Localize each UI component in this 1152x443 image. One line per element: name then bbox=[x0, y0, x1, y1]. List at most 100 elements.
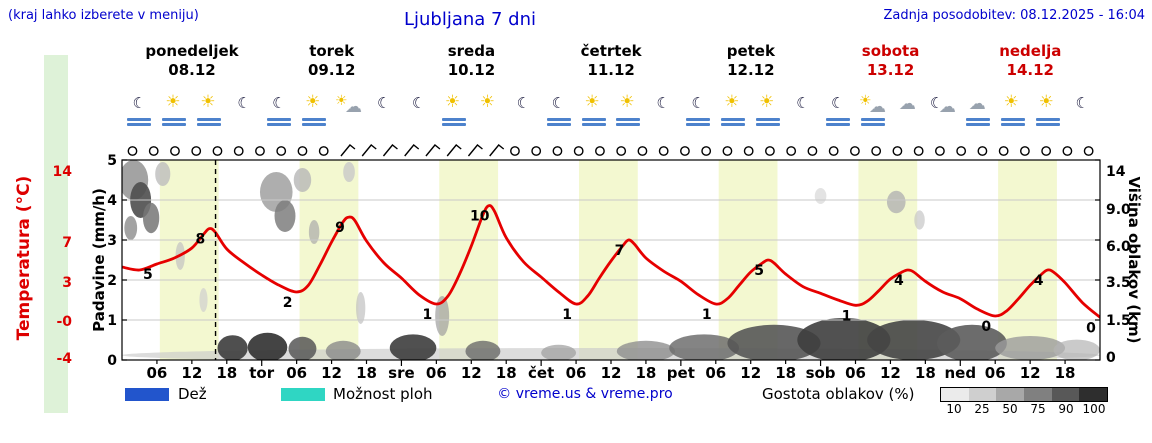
day-header-nedelja: nedelja 14.12 bbox=[960, 42, 1100, 80]
density-segment bbox=[1024, 388, 1052, 401]
cloud-height-tick-label: 9.0 bbox=[1106, 202, 1131, 218]
wind-calm-circle bbox=[170, 146, 180, 156]
precip-tick-label: 0 bbox=[107, 353, 117, 369]
cloud-blob bbox=[727, 324, 821, 360]
x-hour-label: 12 bbox=[181, 364, 202, 382]
day-name: nedelja bbox=[999, 42, 1062, 60]
x-hour-label: 12 bbox=[461, 364, 482, 382]
density-segment bbox=[1079, 388, 1108, 401]
x-day-label: tor bbox=[249, 364, 274, 382]
density-tick-label: 25 bbox=[974, 402, 990, 416]
x-hour-label: 12 bbox=[601, 364, 622, 382]
sun-icon: ☀ bbox=[200, 92, 216, 112]
fog-lines-icon bbox=[756, 123, 781, 126]
wind-calm-circle bbox=[616, 146, 627, 156]
wind-calm-circle bbox=[1083, 146, 1094, 156]
wind-calm-circle bbox=[850, 146, 860, 156]
day-name: petek bbox=[726, 42, 775, 60]
x-hour-label: 06 bbox=[426, 364, 447, 382]
fog-lines-icon bbox=[302, 123, 327, 126]
wind-calm-circle bbox=[148, 146, 159, 156]
fog-lines-icon bbox=[441, 118, 466, 121]
curve-point-label: 0 bbox=[1086, 320, 1096, 336]
temperature-curve bbox=[122, 204, 1100, 319]
cloud-height-tick-label: 0 bbox=[1106, 350, 1116, 366]
cloud-blob bbox=[124, 216, 138, 240]
rain-legend-label: Dež bbox=[178, 385, 207, 403]
wind-calm-circle bbox=[913, 146, 924, 156]
day-header-torek: torek 09.12 bbox=[262, 42, 402, 80]
copyright-link[interactable]: © vreme.us & vreme.pro bbox=[497, 386, 673, 402]
fog-lines-icon bbox=[965, 123, 990, 126]
day-name: sobota bbox=[861, 42, 920, 60]
temp-tick-label: 14 bbox=[53, 164, 73, 180]
fog-lines-icon bbox=[267, 123, 292, 126]
cloud-blob bbox=[356, 292, 366, 324]
fog-lines-icon bbox=[581, 123, 606, 126]
sun-icon: ☀ bbox=[619, 92, 635, 112]
temp-tick-label: -0 bbox=[56, 314, 72, 330]
day-name: sreda bbox=[447, 42, 496, 60]
temp-tick-label: 3 bbox=[62, 275, 72, 291]
weather-icon-cloud-fog: ☁ bbox=[964, 94, 992, 130]
moon-icon: ☾ bbox=[132, 94, 146, 112]
fog-lines-icon bbox=[302, 118, 327, 121]
day-date: 10.12 bbox=[447, 61, 496, 79]
temp-tick-label: 7 bbox=[62, 235, 72, 251]
precip-tick-label: 3 bbox=[107, 233, 117, 249]
weather-icon-sun-cloud-fog: ☀ ☁ bbox=[859, 94, 887, 130]
weather-icon-sun-fog: ☀ bbox=[300, 94, 328, 130]
moon-icon: ☾ bbox=[929, 94, 944, 112]
curve-point-label: 1 bbox=[562, 307, 572, 323]
cloud-blob bbox=[541, 344, 577, 360]
day-date: 09.12 bbox=[307, 61, 356, 79]
cloud-blob bbox=[995, 336, 1066, 360]
daylight-band bbox=[578, 160, 638, 360]
weather-icon-cloud: ☁ bbox=[894, 94, 922, 130]
sun-icon: ☀ bbox=[335, 93, 348, 109]
curve-point-label: 5 bbox=[143, 267, 153, 283]
cloud-blob bbox=[247, 332, 288, 360]
sun-icon: ☀ bbox=[858, 93, 872, 109]
x-hour-label: 18 bbox=[915, 364, 936, 382]
cloud-blob bbox=[293, 168, 312, 192]
weather-icon-sun: ☀ bbox=[475, 94, 503, 130]
fog-lines-icon bbox=[860, 118, 885, 121]
cloud-blob bbox=[669, 334, 740, 360]
weather-icon-sun-fog: ☀ bbox=[580, 94, 608, 130]
wind-calm-circle bbox=[1041, 146, 1052, 156]
fog-lines-icon bbox=[546, 123, 571, 126]
x-hour-label: 18 bbox=[635, 364, 656, 382]
cloud-blob bbox=[155, 162, 171, 186]
day-header-sobota: sobota 13.12 bbox=[821, 42, 961, 80]
fog-lines-icon bbox=[581, 118, 606, 121]
x-day-label: pet bbox=[667, 364, 695, 382]
rain-swatch bbox=[125, 388, 169, 401]
day-date: 12.12 bbox=[727, 61, 775, 79]
x-hour-label: 18 bbox=[216, 364, 237, 382]
wind-calm-circle bbox=[595, 146, 605, 156]
day-name: ponedeljek bbox=[145, 42, 239, 60]
moon-icon: ☾ bbox=[1075, 94, 1089, 112]
fog-lines-icon bbox=[162, 123, 187, 126]
moon-icon: ☾ bbox=[272, 94, 286, 112]
weather-icon-moon: ☾ bbox=[649, 94, 677, 130]
curve-point-label: 5 bbox=[754, 263, 764, 279]
wind-calm-circle bbox=[276, 146, 287, 156]
weather-icon-sun-fog: ☀ bbox=[999, 94, 1027, 130]
weather-icon-sun-cloud: ☀ ☁ bbox=[335, 94, 363, 130]
sun-icon: ☀ bbox=[479, 92, 495, 112]
weather-icon-moon: ☾ bbox=[405, 94, 433, 130]
sun-icon: ☀ bbox=[305, 92, 321, 112]
fog-lines-icon bbox=[756, 118, 781, 121]
cloud-blob bbox=[616, 340, 676, 360]
weather-icon-sun-fog: ☀ bbox=[1034, 94, 1062, 130]
weather-icon-sun-fog: ☀ bbox=[754, 94, 782, 130]
wind-barb bbox=[467, 144, 483, 157]
precip-tick-label: 1 bbox=[107, 313, 117, 329]
wind-calm-circle bbox=[807, 146, 818, 156]
curve-point-label: 4 bbox=[894, 273, 904, 289]
wind-calm-circle bbox=[765, 146, 775, 156]
left-strip bbox=[44, 55, 68, 413]
wind-calm-circle bbox=[212, 146, 223, 156]
